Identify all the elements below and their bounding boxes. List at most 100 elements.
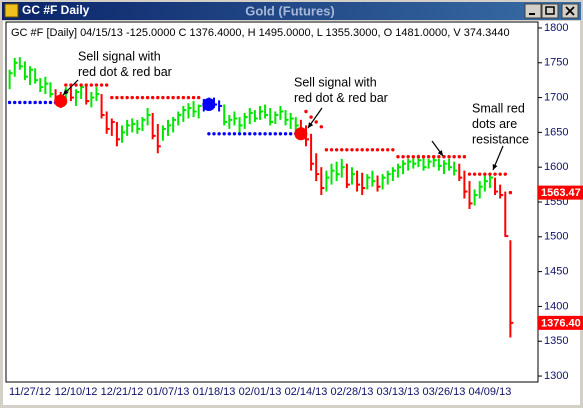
annotation: red dot & red bar xyxy=(294,91,388,105)
level-dot xyxy=(181,95,186,100)
level-dot xyxy=(314,120,318,124)
level-dot xyxy=(283,132,288,136)
level-dot xyxy=(156,95,160,100)
level-dot xyxy=(457,155,461,159)
level-dot xyxy=(462,155,467,159)
level-dot xyxy=(28,100,32,105)
level-dot xyxy=(161,95,165,100)
level-dot xyxy=(242,132,247,136)
level-dot xyxy=(64,83,68,87)
level-dot xyxy=(7,100,12,105)
level-dot xyxy=(48,100,53,105)
level-dot xyxy=(212,132,216,136)
price-label: 1376.40 xyxy=(541,317,581,329)
y-tick-label: 1700 xyxy=(544,91,568,103)
x-tick-label: 12/21/12 xyxy=(101,386,144,398)
level-dot xyxy=(437,155,441,159)
level-dot xyxy=(176,95,180,100)
chart-title: Gold (Futures) xyxy=(245,3,335,18)
level-dot xyxy=(380,148,385,152)
level-dot xyxy=(84,83,88,87)
level-dot xyxy=(493,172,497,176)
level-dot xyxy=(447,155,451,159)
level-dot xyxy=(340,148,344,152)
x-tick-label: 03/13/13 xyxy=(377,386,420,398)
level-dot xyxy=(145,95,150,100)
chart-subtitle: GC #F [Daily] 04/15/13 -125.0000 C 1376.… xyxy=(11,27,510,39)
level-dot xyxy=(115,95,119,100)
level-dot xyxy=(360,148,364,152)
level-dot xyxy=(278,132,283,136)
y-tick-label: 1500 xyxy=(544,231,568,243)
level-dot xyxy=(472,172,477,176)
level-dot xyxy=(426,155,431,159)
level-dot xyxy=(150,95,155,100)
level-dot xyxy=(467,172,472,176)
level-dot xyxy=(13,100,17,105)
level-dot xyxy=(191,95,196,100)
y-tick-label: 1600 xyxy=(544,161,568,173)
level-dot xyxy=(324,148,329,152)
level-dot xyxy=(104,83,109,87)
level-dot xyxy=(110,95,114,100)
minimize-button[interactable] xyxy=(524,3,542,19)
level-dot xyxy=(166,95,170,100)
close-button[interactable] xyxy=(561,3,579,19)
price-label-box xyxy=(538,185,583,200)
x-tick-label: 04/09/13 xyxy=(469,386,512,398)
x-tick-label: 02/28/13 xyxy=(331,386,374,398)
level-dot xyxy=(503,172,507,176)
level-dot xyxy=(273,132,278,136)
annotation: dots are xyxy=(472,117,517,131)
level-dot xyxy=(171,95,175,100)
level-dot xyxy=(237,132,242,136)
level-dot xyxy=(401,155,405,159)
maximize-button[interactable] xyxy=(541,3,559,19)
chart-background xyxy=(3,21,580,405)
arrow-head xyxy=(308,122,314,128)
level-dot xyxy=(304,109,308,114)
level-dot xyxy=(452,155,456,159)
level-dot xyxy=(391,148,395,152)
level-dot xyxy=(508,190,513,195)
x-tick-label: 11/27/12 xyxy=(9,386,51,398)
level-dot xyxy=(268,132,272,136)
level-dot xyxy=(38,100,42,105)
x-tick-label: 02/14/13 xyxy=(285,386,328,398)
level-dot xyxy=(94,83,99,87)
level-dot xyxy=(488,172,492,176)
level-dot xyxy=(23,100,27,105)
level-dot xyxy=(89,83,94,87)
level-dot xyxy=(432,155,436,159)
level-dot xyxy=(421,155,426,159)
level-dot xyxy=(478,172,482,176)
level-dot xyxy=(227,132,232,136)
level-dot xyxy=(248,132,252,136)
signal-dot xyxy=(294,127,308,141)
level-dot xyxy=(125,95,129,100)
level-dot xyxy=(263,132,267,136)
level-dot xyxy=(498,172,502,176)
level-dot xyxy=(253,132,257,136)
level-dot xyxy=(288,132,293,136)
level-dot xyxy=(43,100,48,105)
title-bar xyxy=(2,2,581,20)
arrow-head xyxy=(63,89,69,95)
annotation: red dot & red bar xyxy=(78,65,172,79)
level-dot xyxy=(370,148,375,152)
level-dot xyxy=(329,148,334,152)
x-tick-label: 12/10/12 xyxy=(55,386,98,398)
arrow-head xyxy=(437,150,443,156)
level-dot xyxy=(258,132,262,136)
level-dot xyxy=(386,148,390,152)
annotation: resistance xyxy=(472,132,529,146)
signal-dot xyxy=(54,94,68,108)
level-dot xyxy=(99,83,104,87)
level-dot xyxy=(309,115,313,119)
y-tick-label: 1800 xyxy=(544,22,568,34)
level-dot xyxy=(396,155,400,159)
x-tick-label: 02/01/13 xyxy=(239,386,282,398)
y-tick-label: 1300 xyxy=(544,370,568,382)
x-tick-label: 03/26/13 xyxy=(423,386,466,398)
